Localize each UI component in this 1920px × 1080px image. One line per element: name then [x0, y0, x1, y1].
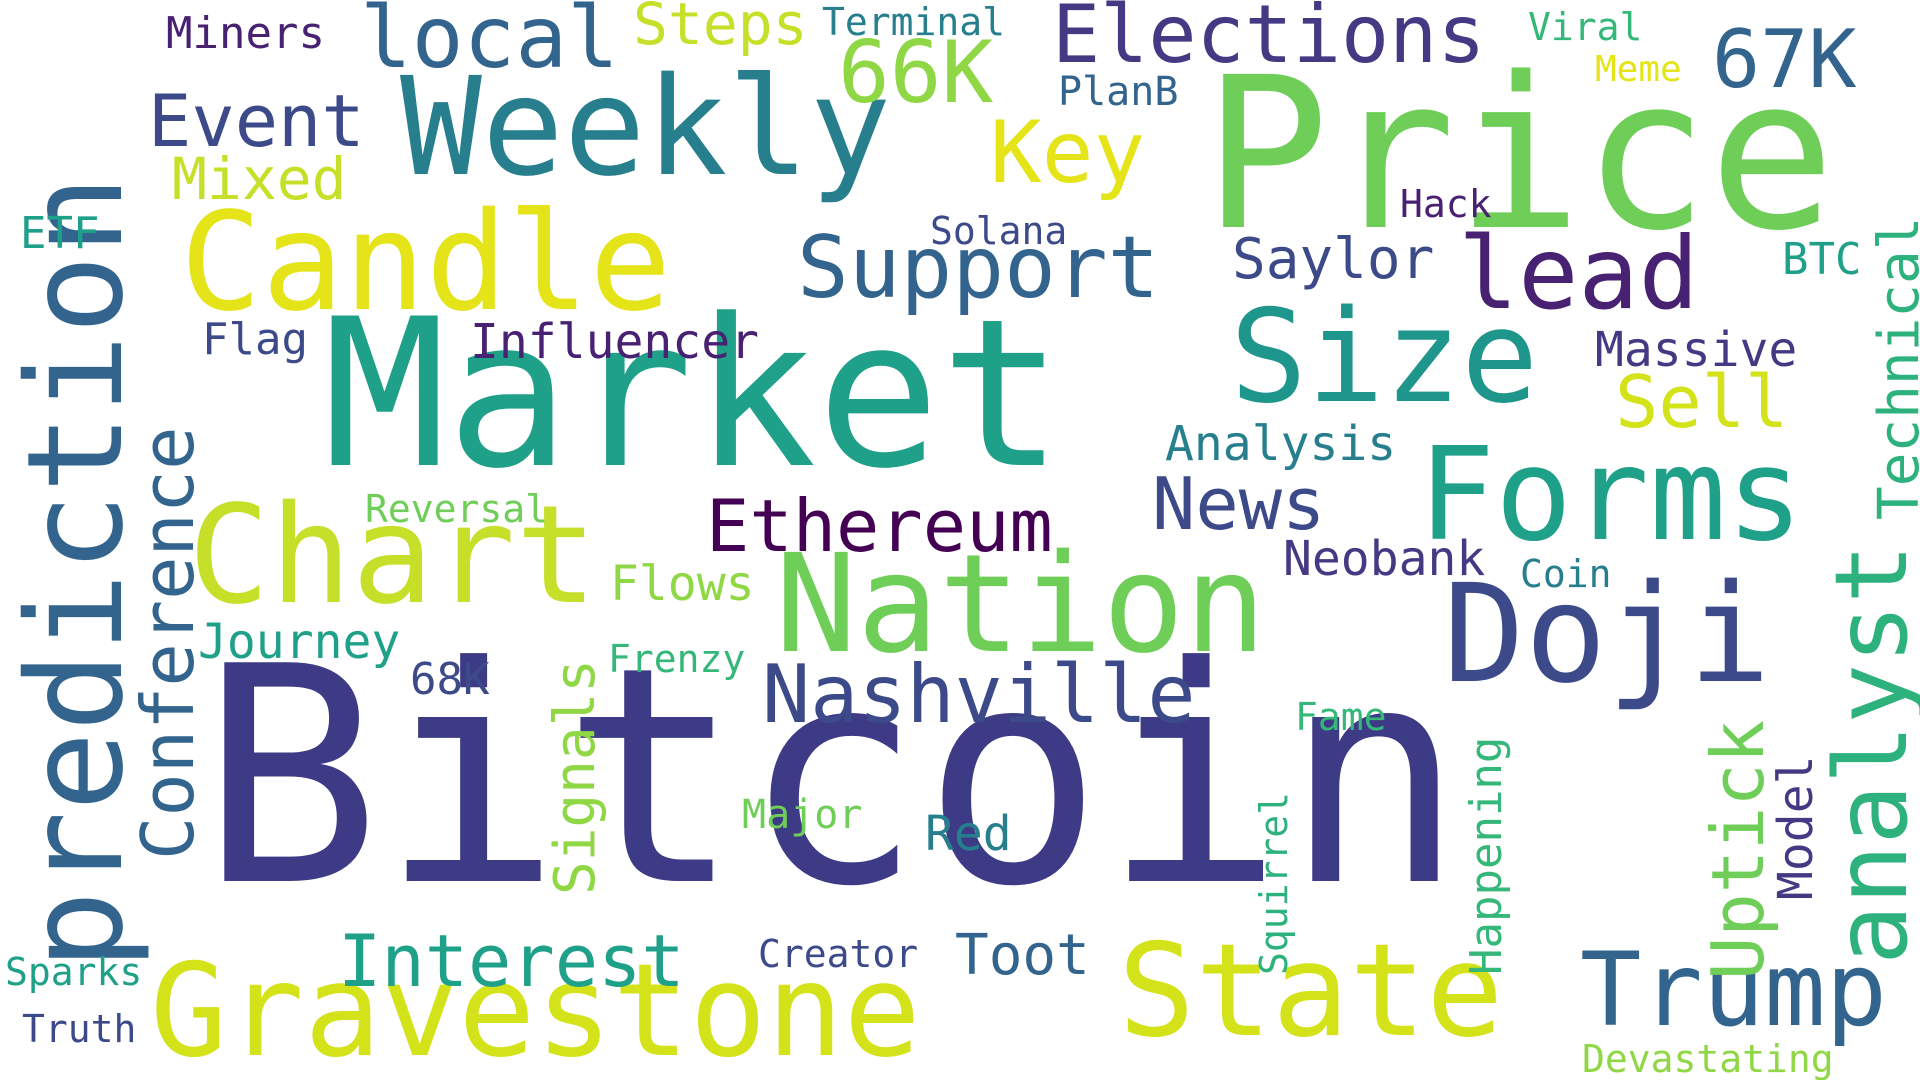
- word-reversal: Reversal: [365, 487, 549, 531]
- word-support: Support: [797, 218, 1160, 318]
- word-size: Size: [1230, 283, 1539, 432]
- word-neobank: Neobank: [1283, 531, 1486, 587]
- word-ethereum: Ethereum: [706, 484, 1053, 568]
- word-gravestone: Gravestone: [150, 937, 921, 1080]
- word-happening: Happening: [1461, 736, 1512, 975]
- word-doji: Doji: [1443, 556, 1771, 714]
- word-key: Key: [990, 103, 1146, 203]
- word-btc: BTC: [1782, 234, 1862, 285]
- word-creator: Creator: [758, 932, 919, 976]
- word-fame: Fame: [1295, 695, 1387, 739]
- word-model: Model: [1768, 755, 1824, 901]
- word-hack: Hack: [1400, 182, 1492, 226]
- word-sell: Sell: [1615, 360, 1789, 444]
- word-market: Market: [323, 276, 1064, 514]
- word-conference: Conference: [126, 426, 210, 860]
- word-flag: Flag: [202, 314, 308, 365]
- word-local: local: [360, 0, 619, 88]
- word-solana: Solana: [930, 209, 1068, 253]
- word-nashville: Nashville: [762, 648, 1196, 741]
- word-steps: Steps: [633, 0, 808, 58]
- word-planb: PlanB: [1058, 69, 1179, 115]
- word-68k: 68K: [410, 654, 490, 705]
- word-sparks: Sparks: [5, 950, 143, 994]
- word-journey: Journey: [198, 614, 401, 670]
- word-state: State: [1118, 917, 1504, 1066]
- word-signals: Signals: [543, 658, 608, 895]
- word-major: Major: [742, 792, 863, 838]
- word-lead: lead: [1458, 215, 1699, 332]
- word-influencer: Influencer: [470, 314, 759, 370]
- word-truth: Truth: [22, 1007, 137, 1051]
- word-saylor: Saylor: [1232, 227, 1435, 292]
- word-meme: Meme: [1595, 49, 1682, 90]
- word-67k: 67K: [1712, 13, 1857, 106]
- word-viral: Viral: [1528, 5, 1643, 49]
- word-bitcoin: Bitcoin: [200, 603, 1465, 952]
- word-coin: Coin: [1520, 552, 1612, 596]
- word-chart: Chart: [188, 477, 598, 635]
- word-etf: ETF: [20, 208, 100, 259]
- word-flows: Flows: [610, 556, 755, 612]
- word-66k: 66K: [838, 23, 994, 123]
- word-squirrel: Squirrel: [1252, 791, 1296, 975]
- word-price: Price: [1203, 32, 1836, 277]
- word-terminal: Terminal: [822, 0, 1006, 44]
- word-red: Red: [925, 806, 1012, 862]
- word-event: Event: [148, 79, 365, 163]
- word-weekly: Weekly: [400, 49, 892, 207]
- word-devastating: Devastating: [1582, 1037, 1834, 1080]
- word-toot: Toot: [955, 923, 1090, 988]
- word-elections: Elections: [1052, 0, 1486, 81]
- word-analyst: analyst: [1813, 543, 1920, 965]
- word-mixed: Mixed: [172, 145, 347, 213]
- word-prediction: prediction: [0, 175, 153, 970]
- word-news: News: [1152, 462, 1326, 546]
- word-nation: Nation: [775, 526, 1267, 684]
- word-frenzy: Frenzy: [608, 637, 746, 681]
- word-technical: Technical: [1867, 216, 1920, 520]
- word-trump: Trump: [1580, 931, 1888, 1050]
- word-analysis: Analysis: [1165, 416, 1397, 472]
- word-interest: Interest: [338, 919, 685, 1003]
- word-candle: Candle: [180, 184, 672, 342]
- word-miners: Miners: [166, 8, 325, 59]
- word-massive: Massive: [1595, 322, 1798, 378]
- word-uptick: Uptick: [1696, 719, 1780, 980]
- word-forms: Forms: [1418, 421, 1804, 570]
